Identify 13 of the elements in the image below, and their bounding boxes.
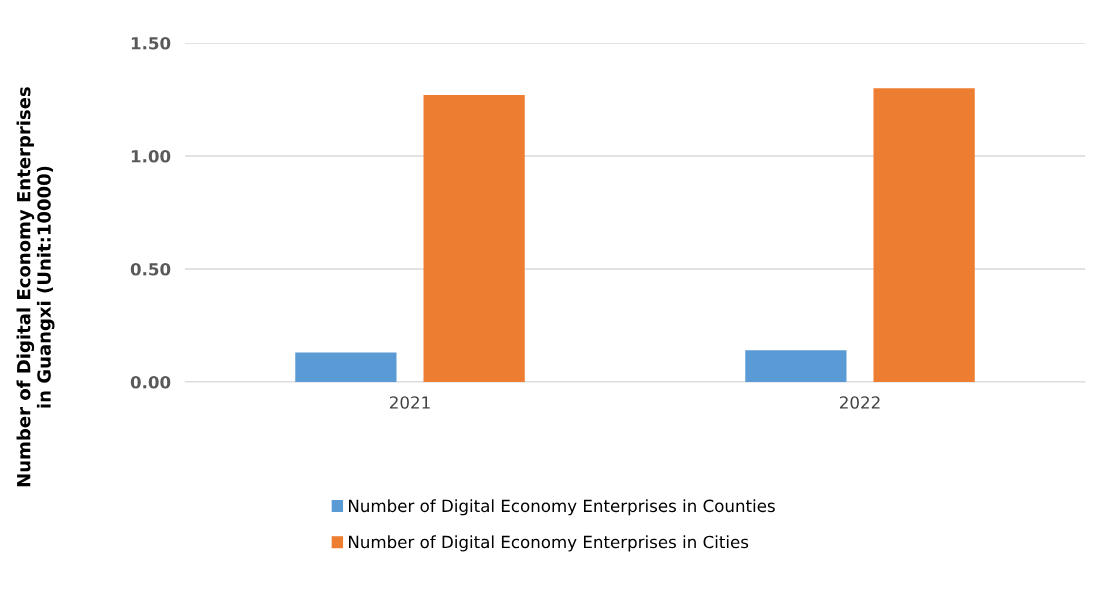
legend-label: Number of Digital Economy Enterprises in Counties — [349, 499, 775, 516]
x-tick-label: 2021 — [390, 396, 430, 409]
y-tick-label: 0.50 — [130, 262, 171, 276]
legend-label: Number of Digital Economy Enterprises in Cities — [349, 535, 749, 552]
x-tick-label: 2022 — [840, 396, 880, 409]
bar — [295, 352, 397, 382]
y-tick-label: 1.50 — [131, 36, 171, 50]
y-tick-label: 0.00 — [130, 375, 171, 389]
bar — [745, 350, 847, 382]
bar — [873, 88, 975, 382]
y-tick-label: 1.00 — [131, 149, 171, 163]
y-axis-title: Number of Digital Economy Enterprises in Guangxi (Unit:10000) — [16, 87, 55, 487]
bar — [423, 94, 525, 382]
